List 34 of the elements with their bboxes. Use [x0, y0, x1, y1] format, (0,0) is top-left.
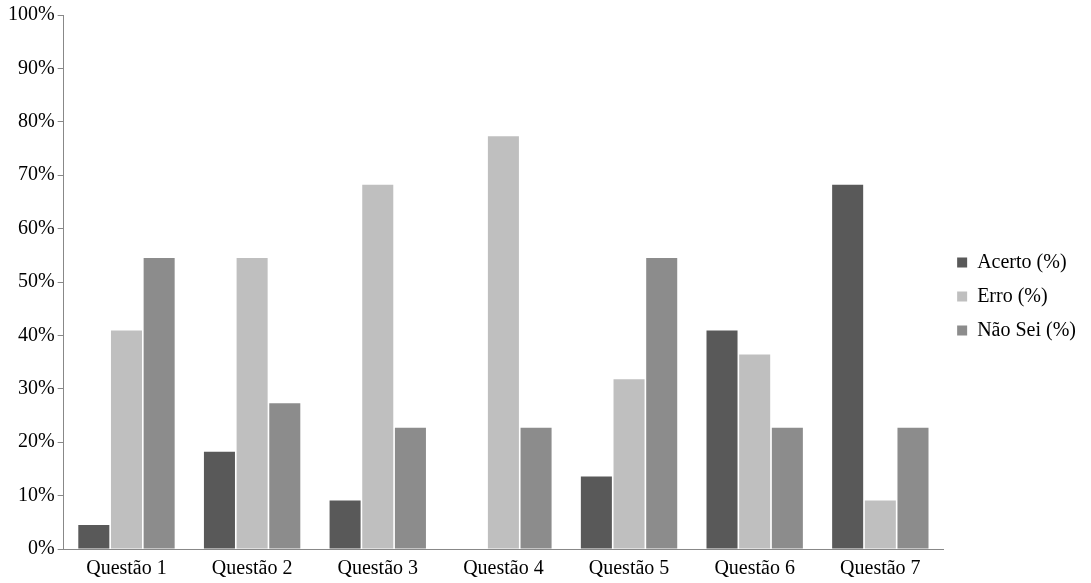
bar: [864, 500, 896, 549]
y-tick-label: 10%: [17, 482, 55, 505]
y-tick-label: 30%: [17, 376, 55, 399]
x-tick-label: Questão 5: [588, 556, 670, 579]
bar: [203, 451, 235, 549]
bar: [362, 184, 394, 549]
x-tick-label: Questão 3: [337, 556, 419, 579]
y-tick-label: 50%: [17, 269, 55, 292]
x-tick-label: Questão 4: [463, 556, 544, 579]
bar: [613, 379, 645, 549]
legend-label: Acerto (%): [977, 249, 1067, 273]
bar: [78, 524, 110, 549]
bar: [739, 354, 771, 549]
x-tick-label: Questão 7: [840, 556, 921, 579]
y-tick-label: 60%: [17, 215, 55, 238]
x-tick-label: Questão 2: [211, 556, 293, 579]
y-tick-label: 70%: [17, 162, 55, 185]
x-tick-label: Questão 6: [714, 556, 795, 579]
y-tick-label: 100%: [7, 2, 55, 25]
bar: [329, 500, 361, 549]
bar: [706, 330, 738, 549]
y-tick-label: 90%: [17, 55, 55, 78]
bar: [110, 330, 142, 549]
bar: [580, 476, 612, 549]
bar: [487, 136, 519, 549]
y-tick-label: 80%: [17, 109, 55, 132]
x-tick-label: Questão 1: [86, 556, 167, 579]
bar: [832, 184, 864, 549]
y-tick-label: 20%: [17, 429, 55, 452]
y-tick-label: 40%: [17, 322, 55, 345]
legend-label: Erro (%): [977, 283, 1048, 307]
bar: [236, 257, 268, 549]
legend-label: Não Sei (%): [977, 317, 1076, 341]
y-tick-label: 0%: [27, 536, 55, 559]
